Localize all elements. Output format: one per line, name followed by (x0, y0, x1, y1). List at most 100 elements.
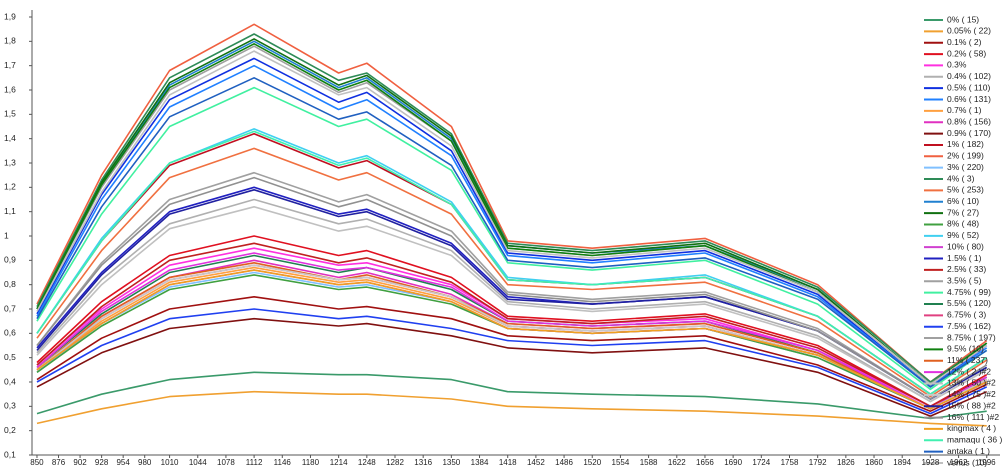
legend: 0% ( 15) 0.05% ( 22)0.1% ( 2)0.2% ( 58) 0.… (924, 14, 1002, 467)
legend-label: mamaqu ( 36 ) (947, 435, 1002, 445)
series-line (36, 317, 988, 417)
x-tick-label: 902 (73, 458, 87, 467)
legend-label: 12% ( 2 )#2 (947, 366, 991, 376)
y-tick-label: 0,9 (4, 255, 16, 265)
y-tick-label: 0,1 (4, 449, 16, 459)
legend-label: 11% ( 237) (947, 355, 988, 365)
legend-label: 4.75% ( 99) (947, 287, 991, 297)
x-tick-label: 1588 (640, 458, 658, 467)
series-line (36, 308, 988, 415)
legend-label: 7% ( 27) (947, 207, 979, 217)
series-line (36, 252, 988, 410)
legend-label: 0.6% ( 131) (947, 94, 991, 104)
x-tick-label: 1044 (189, 458, 207, 467)
x-tick-label: 1520 (583, 458, 601, 467)
x-tick-label: 1350 (442, 458, 460, 467)
y-tick-label: 0,6 (4, 328, 16, 338)
legend-label: 2.5% ( 33) (947, 264, 986, 274)
y-tick-label: 1,4 (4, 133, 16, 143)
x-tick-label: 1316 (414, 458, 432, 467)
legend-label: 15% ( 88 )#2 (947, 400, 996, 410)
series-line (36, 147, 988, 398)
series-line (36, 38, 988, 386)
y-tick-label: 1,3 (4, 157, 16, 167)
legend-label: 6% ( 10) (947, 196, 979, 206)
y-tick-label: 1,9 (4, 11, 16, 21)
series-line (36, 171, 988, 400)
series-line (36, 371, 987, 420)
legend-label: 2% ( 199) (947, 151, 984, 161)
legend-label: 0.8% ( 156) (947, 116, 991, 126)
legend-label: 6.75% ( 3) (947, 310, 986, 320)
legend-label: venus (10) (947, 457, 987, 467)
series-line (36, 23, 988, 383)
x-tick-label: 1656 (696, 458, 714, 467)
y-tick-label: 1,6 (4, 84, 16, 94)
y-tick-label: 0,7 (4, 303, 16, 313)
series-line (36, 86, 988, 391)
series-line (36, 264, 988, 410)
legend-label: 13% ( 50 )#2 (947, 378, 996, 388)
x-tick-label: 1486 (555, 458, 573, 467)
legend-label: 5% ( 253) (947, 185, 984, 195)
legend-label: 1.5% ( 1) (947, 253, 982, 263)
x-tick-label: 1078 (217, 458, 235, 467)
series-line (36, 45, 988, 386)
y-tick-label: 1,2 (4, 182, 16, 192)
x-tick-label: 1010 (161, 458, 179, 467)
series-line (36, 264, 988, 410)
y-tick-label: 1,1 (4, 206, 16, 216)
x-tick-label: 1690 (724, 458, 742, 467)
x-tick-label: 1418 (499, 458, 517, 467)
x-tick-label: 1724 (752, 458, 770, 467)
legend-label: 0.4% ( 102) (947, 71, 991, 81)
y-tick-label: 1,7 (4, 60, 16, 70)
x-tick-label: 1180 (302, 458, 320, 467)
x-tick-label: 1554 (612, 458, 630, 467)
series-line (36, 206, 988, 403)
legend-label: 0% ( 15) (947, 14, 979, 24)
legend-label: 7.5% ( 162) (947, 321, 991, 331)
x-tick-label: 1996 (978, 458, 996, 467)
legend-label: 0.7% ( 1) (947, 105, 982, 115)
series-line (36, 242, 988, 408)
x-tick-label: 1248 (358, 458, 376, 467)
y-tick-label: 0,5 (4, 352, 16, 362)
y-tick-label: 0,3 (4, 401, 16, 411)
y-tick-label: 0,8 (4, 279, 16, 289)
legend-label: 14% ( 75 )#2 (947, 389, 996, 399)
x-tick-label: 980 (138, 458, 152, 467)
series-line (36, 130, 988, 395)
x-tick-label: 1146 (274, 458, 292, 467)
x-tick-label: 928 (95, 458, 109, 467)
legend-label: 0.9% ( 170) (947, 128, 991, 138)
x-tick-label: 876 (52, 458, 66, 467)
legend-label: 4% ( 3) (947, 173, 975, 183)
legend-label: 16% ( 111 )#2 (947, 412, 999, 422)
series-line (36, 198, 988, 403)
series-line (36, 235, 988, 408)
series-line (36, 128, 988, 395)
x-tick-label: 1758 (781, 458, 799, 467)
x-tick-label: 1282 (386, 458, 404, 467)
x-tick-label: 1826 (837, 458, 855, 467)
legend-label: 8.75% ( 197) (947, 332, 996, 342)
legend-label: kingmax ( 4 ) (947, 423, 996, 433)
legend-label: 10% ( 80) (947, 241, 984, 251)
x-tick-label: 1622 (668, 458, 686, 467)
x-tick-label: 850 (30, 458, 44, 467)
x-tick-label: 1860 (865, 458, 883, 467)
series-line (36, 40, 988, 386)
x-tick-label: 1928 (921, 458, 939, 467)
x-tick-label: 1962 (950, 458, 968, 467)
legend-label: 3.5% ( 5) (947, 276, 982, 286)
series-line (36, 64, 988, 388)
legend-label: 3% ( 220) (947, 162, 984, 172)
x-tick-label: 1214 (330, 458, 348, 467)
series-line (36, 390, 987, 427)
x-tick-label: 1452 (527, 458, 545, 467)
x-tick-label: 954 (116, 458, 130, 467)
series-line (36, 176, 988, 400)
y-tick-label: 1,8 (4, 36, 16, 46)
